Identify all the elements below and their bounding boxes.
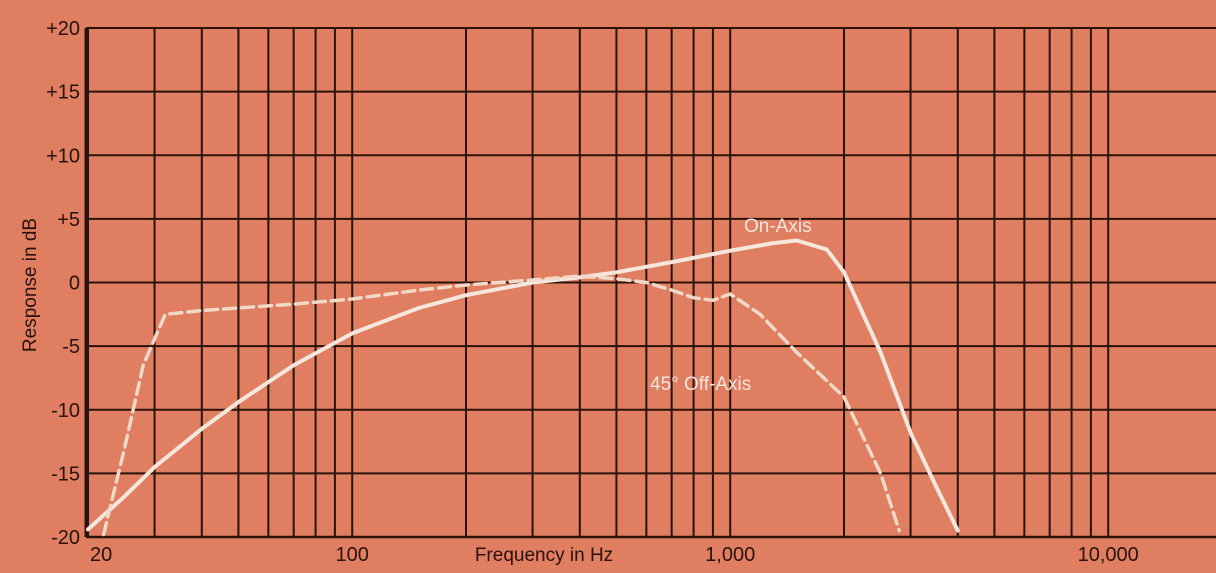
y-tick-label: +5 — [57, 209, 80, 231]
grid — [84, 27, 1216, 539]
y-tick-label: -5 — [62, 336, 80, 358]
series-line-on-axis — [86, 238, 960, 533]
y-tick-label: -20 — [51, 527, 80, 549]
y-tick-label: +10 — [46, 145, 80, 167]
series-line-off-axis — [101, 274, 901, 537]
annotation-off-axis: 45° Off-Axis — [650, 374, 751, 395]
x-tick-label: 10,000 — [1078, 544, 1139, 566]
y-tick-label: -10 — [51, 400, 80, 422]
x-tick-label: 1,000 — [705, 544, 755, 566]
x-axis-label: Frequency in Hz — [475, 545, 613, 566]
y-tick-label: +15 — [46, 82, 80, 104]
y-tick-label: -15 — [51, 463, 80, 485]
series-lines — [86, 238, 960, 537]
annotation-on-axis: On-Axis — [744, 216, 812, 237]
x-tick-label: 100 — [336, 544, 369, 566]
y-tick-label: +20 — [46, 18, 80, 40]
y-tick-labels: +20 +15 +10 +5 0 -5 -10 -15 -20 — [46, 18, 80, 549]
x-tick-labels: 20 100 1,000 10,000 — [90, 544, 1139, 566]
y-axis-label: Response in dB — [20, 218, 41, 352]
x-tick-label: 20 — [90, 544, 112, 566]
y-tick-label: 0 — [69, 273, 80, 295]
